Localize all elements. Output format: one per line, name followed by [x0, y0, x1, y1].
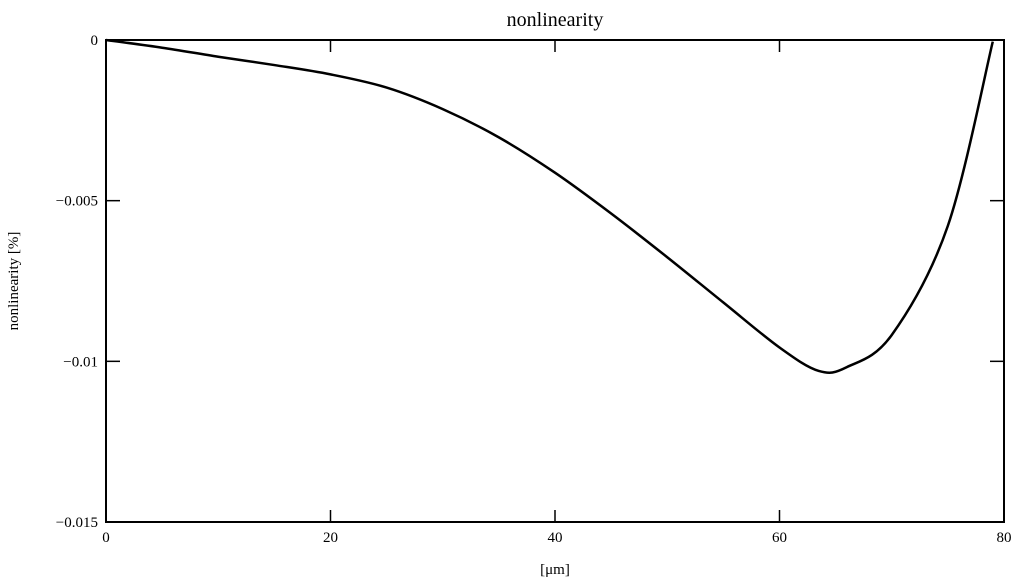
- x-tick-label: 40: [548, 530, 563, 546]
- y-tick-label: −0.005: [56, 194, 98, 210]
- plot-border: [105, 39, 1005, 523]
- x-tick-label: 80: [997, 530, 1012, 546]
- series-layer: [105, 38, 994, 375]
- nonlinearity-series-line: [105, 38, 994, 375]
- y-tick-label: −0.01: [63, 354, 98, 370]
- y-axis-label: nonlinearity [%]: [6, 232, 22, 331]
- x-tick-label: 0: [102, 530, 110, 546]
- x-tick-label: 20: [323, 530, 338, 546]
- y-tick-label: 0: [91, 33, 99, 49]
- y-tick-label: −0.015: [56, 515, 98, 531]
- x-tick-label: 60: [772, 530, 787, 546]
- chart-title: nonlinearity: [507, 9, 604, 31]
- x-axis-label: [μm]: [540, 562, 570, 578]
- x-axis-ticks: 0 20 40 60 80: [102, 40, 1012, 546]
- plot-frame: [105, 39, 1005, 523]
- y-axis-ticks: 0 −0.005 −0.01 −0.015: [56, 33, 1004, 531]
